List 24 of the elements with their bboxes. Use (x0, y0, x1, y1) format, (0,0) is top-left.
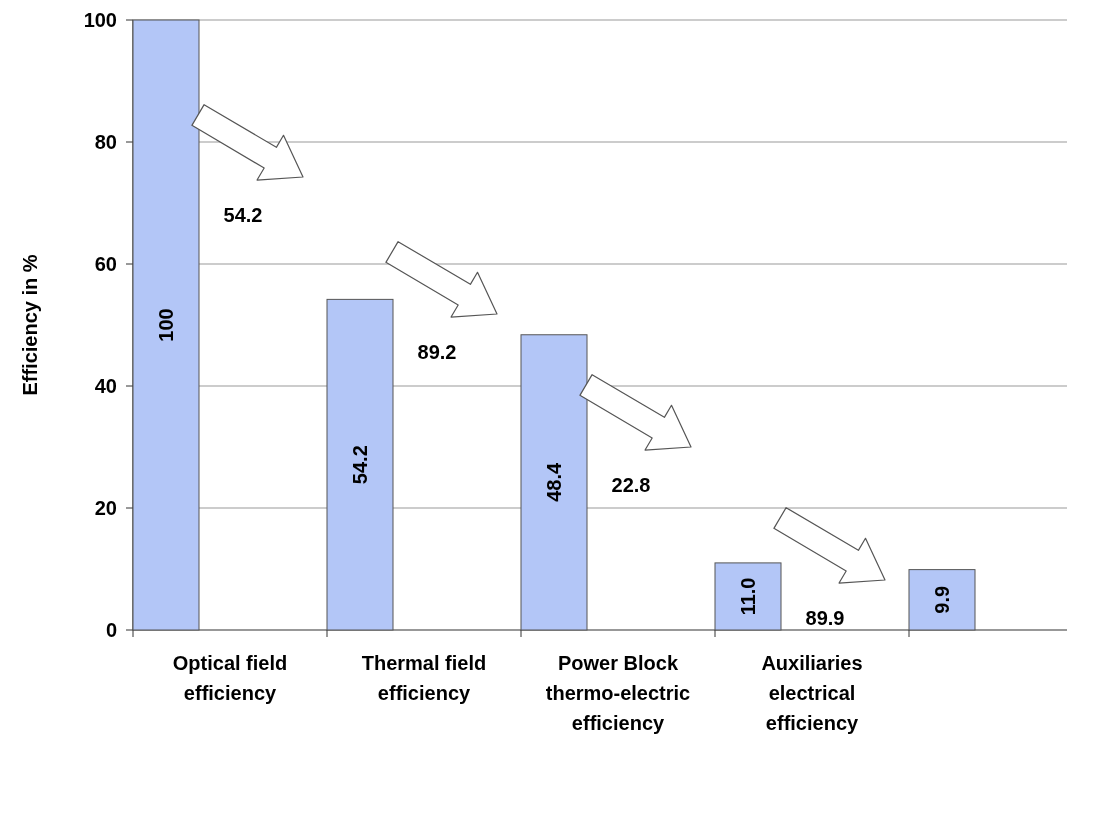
annotation: 89.9 (805, 607, 845, 629)
data-label: 48.4 (543, 462, 565, 502)
data-label: 11.0 (737, 577, 759, 616)
annotation: 22.8 (611, 474, 651, 496)
annotation: 89.2 (417, 341, 457, 363)
annotation: 54.2 (223, 204, 263, 226)
y-axis-title: Efficiency in % (19, 254, 41, 396)
x-tick-label: Thermal field efficiency (361, 652, 487, 704)
y-tick-label: 60 (94, 253, 117, 275)
bar (714, 562, 782, 631)
y-tick-label: 0 (105, 619, 117, 641)
data-label: 54.2 (349, 445, 371, 485)
y-tick-label: 20 (94, 497, 117, 519)
x-tick-label: Auxiliaries electrical efficiency (761, 652, 863, 734)
y-tick-label: 40 (94, 375, 117, 397)
y-tick-label: 80 (94, 131, 117, 153)
data-label: 100 (155, 308, 177, 342)
x-tick-label: Power Block thermo-electric efficiency (545, 652, 691, 734)
bar (908, 569, 976, 631)
data-label: 9.9 (931, 585, 953, 614)
y-tick-label: 100 (83, 9, 117, 31)
bar (520, 334, 588, 631)
x-tick-label: Optical field efficiency (172, 652, 288, 704)
bar (326, 298, 394, 631)
